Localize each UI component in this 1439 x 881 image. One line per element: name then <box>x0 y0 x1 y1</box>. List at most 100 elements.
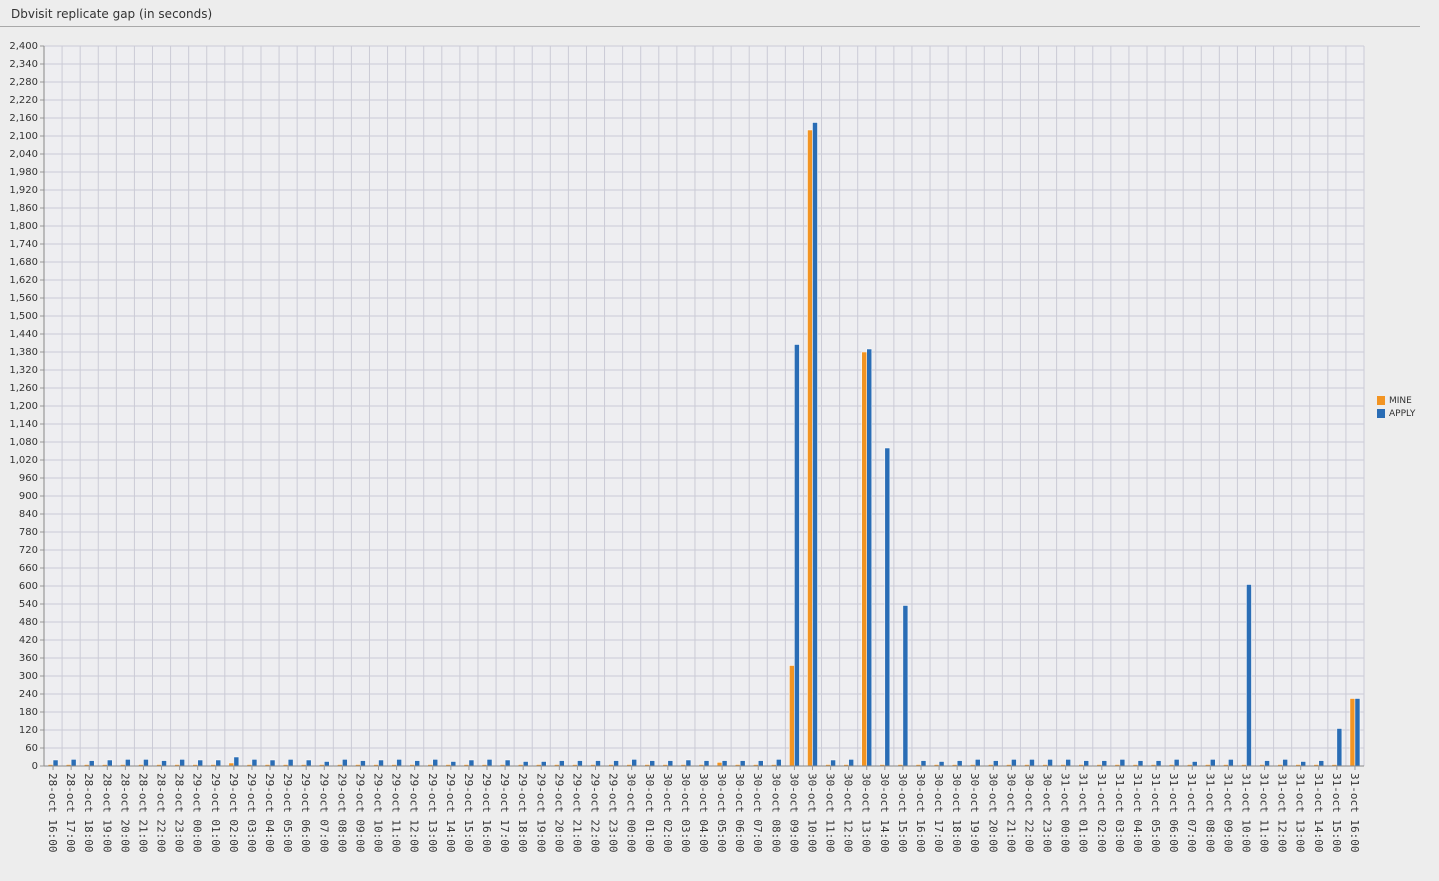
x-tick-label: 30-oct 12:00 <box>842 773 855 852</box>
x-tick-label: 29-oct 10:00 <box>372 773 385 852</box>
panel-title: Dbvisit replicate gap (in seconds) <box>11 7 213 21</box>
y-tick-label: 1,500 <box>9 311 38 322</box>
x-tick-label: 31-oct 16:00 <box>1348 773 1361 852</box>
x-tick-label: 30-oct 22:00 <box>1022 773 1035 852</box>
y-tick-label: 600 <box>19 581 38 592</box>
x-tick-label: 28-oct 18:00 <box>82 773 95 852</box>
y-tick-label: 1,140 <box>9 419 38 430</box>
legend-label-apply: APPLY <box>1389 408 1416 419</box>
bar-apply <box>1173 759 1180 767</box>
x-tick-label: 30-oct 14:00 <box>878 773 891 852</box>
y-tick-label: 1,320 <box>9 365 38 376</box>
bar-apply <box>486 759 493 767</box>
x-tick-label: 29-oct 00:00 <box>191 773 204 852</box>
bar-apply <box>450 761 457 767</box>
x-tick-label: 29-oct 19:00 <box>534 773 547 852</box>
x-tick-label: 28-oct 20:00 <box>118 773 131 852</box>
x-tick-label: 28-oct 19:00 <box>100 773 113 852</box>
bar-apply <box>396 759 402 767</box>
bar-apply <box>938 761 945 767</box>
x-tick-label: 29-oct 23:00 <box>607 773 620 852</box>
bar-mine <box>716 762 723 767</box>
x-tick-label: 30-oct 16:00 <box>914 773 927 852</box>
y-tick-label: 1,860 <box>9 203 38 214</box>
x-tick-label: 29-oct 04:00 <box>263 773 276 852</box>
bar-apply <box>143 759 149 767</box>
x-tick-label: 31-oct 02:00 <box>1095 773 1108 852</box>
y-tick-label: 1,020 <box>9 455 38 466</box>
x-tick-label: 30-oct 09:00 <box>787 773 800 852</box>
bar-apply <box>631 759 637 767</box>
y-tick-label: 1,980 <box>9 167 38 178</box>
x-tick-label: 29-oct 05:00 <box>281 773 294 852</box>
bar-mine <box>807 129 813 767</box>
x-tick-label: 31-oct 10:00 <box>1239 773 1252 852</box>
y-tick-label: 240 <box>19 689 38 700</box>
x-tick-label: 29-oct 20:00 <box>552 773 565 852</box>
x-tick-label: 28-oct 16:00 <box>46 773 59 852</box>
bar-apply <box>1336 728 1343 767</box>
x-tick-label: 29-oct 21:00 <box>570 773 583 852</box>
bar-apply <box>757 760 764 767</box>
bar-apply <box>1029 759 1035 767</box>
y-tick-label: 1,260 <box>9 383 38 394</box>
bar-apply <box>107 759 113 767</box>
y-tick-label: 1,560 <box>9 293 38 304</box>
legend-item-apply: APPLY <box>1377 407 1415 420</box>
x-tick-label: 31-oct 14:00 <box>1312 773 1325 852</box>
x-tick-label: 29-oct 12:00 <box>408 773 421 852</box>
y-tick-label: 1,740 <box>9 239 38 250</box>
x-tick-label: 28-oct 21:00 <box>136 773 149 852</box>
y-tick-label: 2,280 <box>9 77 38 88</box>
bar-apply <box>125 759 131 767</box>
bar-apply <box>920 760 927 767</box>
bar-apply <box>342 759 348 767</box>
bar-apply <box>667 760 674 767</box>
y-tick-label: 960 <box>19 473 38 484</box>
bar-apply <box>1011 759 1017 767</box>
bar-apply <box>1354 698 1361 767</box>
x-tick-label: 31-oct 11:00 <box>1258 773 1271 852</box>
x-tick-label: 30-oct 02:00 <box>661 773 674 852</box>
x-tick-label: 29-oct 22:00 <box>589 773 602 852</box>
bar-apply <box>52 759 59 767</box>
y-tick-label: 780 <box>19 527 38 538</box>
y-tick-label: 2,400 <box>9 41 38 52</box>
x-tick-label: 30-oct 13:00 <box>860 773 873 852</box>
y-tick-label: 720 <box>19 545 38 556</box>
legend-swatch-mine <box>1377 396 1385 405</box>
bar-apply <box>866 348 872 767</box>
bar-apply <box>378 759 384 767</box>
bar-apply <box>1210 759 1216 767</box>
bar-apply <box>649 760 656 767</box>
y-tick-label: 1,800 <box>9 221 38 232</box>
bar-apply <box>1318 760 1325 767</box>
bar-apply <box>1300 761 1306 767</box>
y-tick-label: 2,220 <box>9 95 38 106</box>
y-tick-label: 360 <box>19 653 38 664</box>
x-tick-label: 31-oct 05:00 <box>1149 773 1162 852</box>
x-tick-label: 28-oct 22:00 <box>155 773 168 852</box>
x-tick-label: 31-oct 03:00 <box>1113 773 1126 852</box>
bar-apply <box>1282 759 1288 767</box>
y-tick-label: 1,620 <box>9 275 38 286</box>
x-tick-label: 30-oct 19:00 <box>968 773 981 852</box>
bar-mine <box>1349 698 1356 767</box>
bar-apply <box>414 760 420 767</box>
bar-apply <box>1191 761 1198 767</box>
bar-apply <box>1137 760 1144 767</box>
bar-apply <box>432 759 439 767</box>
y-tick-label: 60 <box>25 743 38 754</box>
x-tick-label: 29-oct 16:00 <box>480 773 493 852</box>
x-tick-label: 30-oct 07:00 <box>751 773 764 852</box>
chart-legend: MINE APPLY <box>1377 394 1415 420</box>
bar-apply <box>197 759 203 767</box>
bar-apply <box>776 759 782 767</box>
x-tick-label: 29-oct 11:00 <box>390 773 403 852</box>
x-tick-label: 30-oct 01:00 <box>643 773 656 852</box>
bar-apply <box>1228 759 1234 767</box>
x-tick-label: 30-oct 17:00 <box>932 773 945 852</box>
bar-apply <box>1155 760 1162 767</box>
x-tick-label: 31-oct 07:00 <box>1185 773 1198 852</box>
bar-apply <box>812 122 818 767</box>
